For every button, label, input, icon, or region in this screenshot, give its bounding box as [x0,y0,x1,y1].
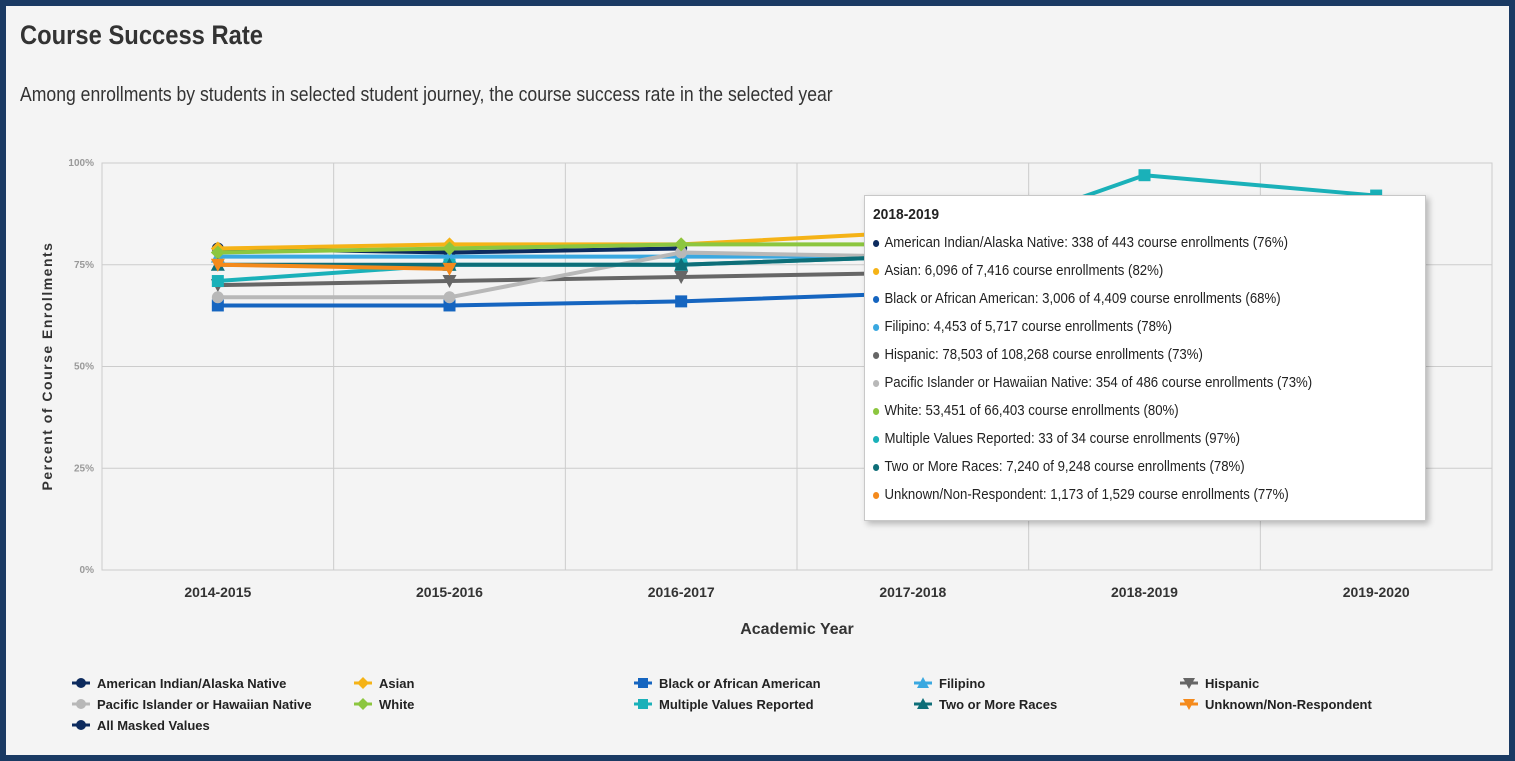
tooltip-row-text: Filipino: 4,453 of 5,717 course enrollme… [884,318,1173,335]
tooltip-row: Two or More Races: 7,240 of 9,248 course… [873,453,1352,481]
legend-item: Multiple Values Reported [659,697,814,712]
legend-item: White [379,697,414,712]
legend-item: Black or African American [659,676,821,691]
y-axis-label: Percent of Course Enrollments [39,242,55,491]
chart-title: Course Success Rate [20,20,264,50]
tooltip-dot-icon [873,239,880,247]
x-tick-label: 2014-2015 [184,584,251,600]
tooltip-row-text: Hispanic: 78,503 of 108,268 course enrol… [884,346,1203,363]
legend-item: Hispanic [1205,676,1259,691]
legend-marker [1183,699,1195,710]
legend-marker [638,678,648,688]
series-7-point [211,275,224,288]
legend-marker [76,720,86,730]
series-6-point [210,245,225,260]
legend-item: Unknown/Non-Respondent [1205,697,1372,712]
tooltip-row: Hispanic: 78,503 of 108,268 course enrol… [873,341,1352,369]
legend-marker [917,677,929,688]
legend-marker [917,698,929,709]
tooltip-row: American Indian/Alaska Native: 338 of 44… [873,229,1352,257]
series-2-point [675,295,688,308]
legend-marker [357,677,369,689]
series-9-point [210,258,225,272]
x-tick-label: 2015-2016 [416,584,483,600]
tooltip-row-text: American Indian/Alaska Native: 338 of 44… [884,234,1288,251]
series-5-point [675,246,688,259]
tooltip-dot-icon [873,435,880,443]
tooltip-dot-icon [873,351,880,359]
series-4-point [674,270,689,284]
tooltip-row: Multiple Values Reported: 33 of 34 cours… [873,425,1352,453]
y-tick-label: 0% [80,565,95,576]
tooltip-row: White: 53,451 of 66,403 course enrollmen… [873,397,1352,425]
hover-tooltip: 2018-2019 American Indian/Alaska Native:… [864,195,1426,521]
x-tick-label: 2016-2017 [648,584,715,600]
tooltip-row-text: Two or More Races: 7,240 of 9,248 course… [884,458,1245,475]
y-tick-label: 75% [74,260,94,271]
tooltip-dot-icon [873,323,880,331]
tooltip-rows: American Indian/Alaska Native: 338 of 44… [873,229,1417,509]
y-tick-label: 50% [74,362,94,373]
series-9-line [217,262,450,271]
tooltip-row: Asian: 6,096 of 7,416 course enrollments… [873,257,1352,285]
tooltip-dot-icon [873,267,880,275]
tooltip-row: Filipino: 4,453 of 5,717 course enrollme… [873,313,1352,341]
series-6-point [442,241,457,256]
legend-item: Asian [379,676,414,691]
legend-marker [638,699,648,709]
series-4-point [442,275,457,289]
tooltip-dot-icon [873,379,880,387]
tooltip-dot-icon [873,295,880,303]
x-tick-label: 2019-2020 [1343,584,1410,600]
series-9-point [442,262,457,276]
y-tick-label: 25% [74,463,94,474]
tooltip-row-text: White: 53,451 of 66,403 course enrollmen… [884,402,1179,419]
legend-item: Two or More Races [939,697,1057,712]
tooltip-row-text: Pacific Islander or Hawaiian Native: 354… [884,374,1313,391]
legend-item: Pacific Islander or Hawaiian Native [97,697,312,712]
chart-subtitle: Among enrollments by students in selecte… [20,84,833,106]
tooltip-dot-icon [873,407,880,415]
legend-marker [76,678,86,688]
tooltip-row: Pacific Islander or Hawaiian Native: 354… [873,369,1352,397]
tooltip-row: Unknown/Non-Respondent: 1,173 of 1,529 c… [873,481,1352,509]
tooltip-row-text: Asian: 6,096 of 7,416 course enrollments… [884,262,1164,279]
y-tick-label: 100% [68,158,94,169]
x-tick-label: 2018-2019 [1111,584,1178,600]
tooltip-dot-icon [873,463,880,471]
legend-marker [1183,678,1195,689]
series-8-point [674,257,689,271]
tooltip-row-text: Unknown/Non-Respondent: 1,173 of 1,529 c… [884,486,1289,503]
series-7-point [1138,169,1151,182]
legend-marker [357,698,369,710]
legend-marker [76,699,86,709]
x-tick-label: 2017-2018 [879,584,946,600]
x-axis-label: Academic Year [740,621,854,638]
tooltip-row-text: Multiple Values Reported: 33 of 34 cours… [884,430,1241,447]
legend-item: American Indian/Alaska Native [97,676,286,691]
tooltip-row-text: Black or African American: 3,006 of 4,40… [884,290,1281,307]
legend-item: Filipino [939,676,985,691]
series-5-point [443,291,456,304]
series-5-point [211,291,224,304]
legend-item: All Masked Values [97,718,210,733]
tooltip-dot-icon [873,491,880,499]
tooltip-title: 2018-2019 [873,206,939,223]
series-6-point [674,237,689,252]
tooltip-row: Black or African American: 3,006 of 4,40… [873,285,1352,313]
